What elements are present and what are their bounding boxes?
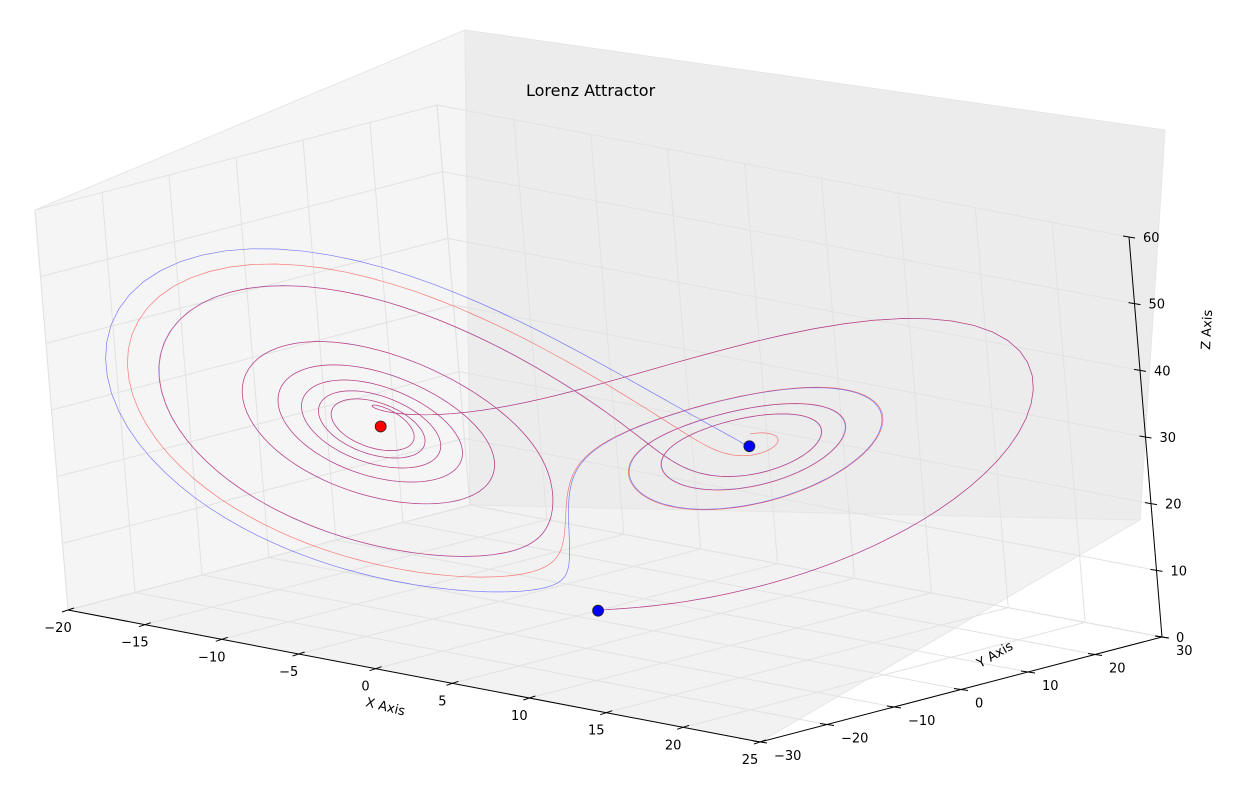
y-tick	[752, 740, 768, 744]
x-tick-label: 25	[742, 753, 759, 768]
z-tick-label: 60	[1143, 231, 1160, 246]
z-tick	[1155, 635, 1169, 639]
z-tick	[1139, 435, 1152, 439]
marker-point	[374, 420, 387, 433]
z-tick-label: 30	[1160, 431, 1177, 446]
z-gridline-left	[40, 171, 443, 278]
x-tick-label: 20	[665, 738, 682, 753]
y-tick	[1087, 653, 1103, 656]
y-tick	[886, 705, 902, 709]
y-tick	[819, 723, 835, 726]
z-gridline-back	[464, 437, 1157, 571]
x-tick	[215, 636, 228, 642]
z-tick	[1150, 568, 1163, 572]
x-tick-label: −20	[44, 621, 71, 636]
x-tick-label: 0	[361, 680, 369, 695]
y-gridline-floor	[134, 592, 828, 725]
z-gridline-back	[447, 237, 1141, 371]
y-tick-label: 30	[1176, 644, 1193, 659]
y-tick	[953, 688, 969, 691]
x-tick	[138, 622, 152, 628]
x-tick-label: 15	[588, 724, 605, 739]
marker-point	[592, 604, 604, 617]
y-tick	[1020, 670, 1036, 674]
y-tick-label: −30	[774, 749, 801, 764]
marker-point	[743, 440, 756, 453]
z-gridline-back	[442, 171, 1135, 305]
y-gridline-floor	[402, 522, 1096, 655]
z-gridline-back	[469, 504, 1163, 638]
x-tick	[523, 695, 536, 701]
z-tick	[1128, 302, 1141, 306]
x-tick	[446, 680, 459, 686]
z-tick	[1133, 368, 1147, 372]
trajectories	[105, 248, 1034, 611]
z-tick-label: 50	[1149, 298, 1166, 313]
y-gridline-floor	[268, 557, 962, 690]
back-pane	[464, 29, 1166, 521]
z-gridline-left	[45, 237, 449, 344]
markers	[374, 420, 756, 617]
x-axis-line	[67, 609, 761, 743]
x-tick	[676, 724, 690, 730]
y-tick-label: 10	[1042, 679, 1059, 694]
y-gridline-floor	[335, 539, 1029, 673]
z-gridline-left	[34, 104, 438, 211]
z-tick-label: 40	[1154, 364, 1171, 379]
y-tick-label: 20	[1109, 662, 1126, 677]
z-tick	[1122, 235, 1136, 239]
z-gridline-back	[453, 304, 1146, 438]
x-tick-label: −15	[121, 636, 148, 651]
y-axis-label: Y Axis	[974, 639, 1016, 672]
x-tick	[292, 651, 305, 657]
y-tick-label: 0	[975, 697, 983, 712]
y-tick-label: −10	[908, 714, 935, 729]
x-tick	[369, 666, 382, 672]
z-tick-label: 20	[1165, 498, 1182, 513]
z-tick-label: 0	[1176, 631, 1184, 646]
z-gridline-left	[67, 504, 471, 611]
x-tick	[600, 710, 613, 716]
x-tick	[61, 607, 75, 613]
x-tick-label: 5	[438, 694, 446, 709]
z-tick	[1144, 502, 1158, 506]
z-gridline-back	[458, 371, 1152, 505]
x-tick-label: 10	[511, 709, 528, 724]
z-gridline-left	[62, 437, 465, 544]
x-tick-label: −10	[198, 650, 225, 665]
trajectory-red	[127, 263, 1034, 611]
z-gridline-left	[51, 304, 454, 411]
z-axis-label: Z Axis	[1199, 309, 1216, 350]
y-gridline-floor	[201, 574, 895, 708]
y-tick-label: −20	[841, 732, 868, 747]
z-tick-label: 10	[1171, 564, 1188, 579]
z-gridline-back	[436, 104, 1130, 238]
x-tick-label: −5	[279, 665, 298, 680]
x-axis-label: X Axis	[364, 695, 407, 719]
chart-title: Lorenz Attractor	[526, 81, 656, 100]
